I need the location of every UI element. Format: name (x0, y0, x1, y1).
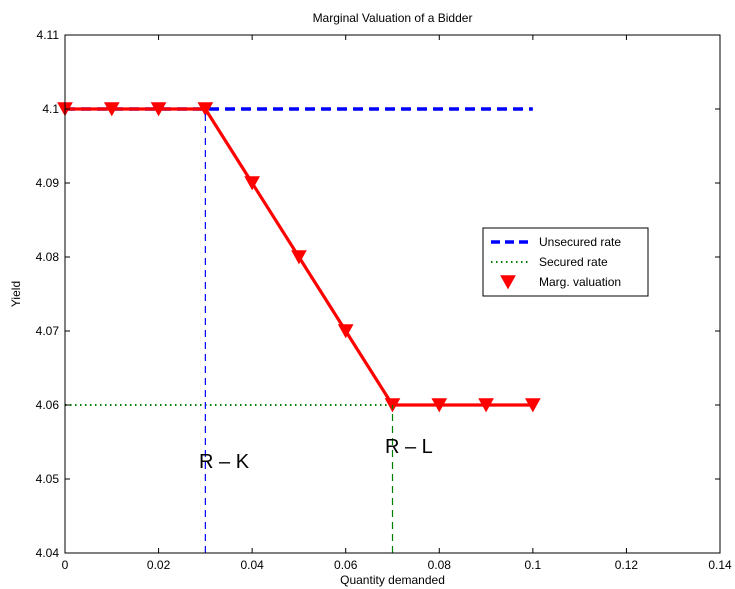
legend-label: Marg. valuation (539, 275, 621, 289)
x-tick-label: 0.06 (334, 558, 358, 572)
annotations: R – KR – L (199, 436, 433, 473)
axes-box (64, 34, 721, 554)
y-tick-label: 4.07 (36, 324, 60, 338)
data-point-marker (337, 324, 354, 339)
data-point-marker (478, 398, 494, 413)
y-tick-label: 4.08 (36, 250, 60, 264)
y-tick-label: 4.04 (36, 546, 60, 560)
data-point-marker (431, 398, 448, 413)
data-point-marker (150, 102, 167, 117)
data-point-marker (197, 102, 214, 117)
annotation-label: R – K (199, 451, 250, 473)
axis-ticks: 0 0.02 0.04 0.06 0.08 0.1 0.12 0.14 4.04 4.05 4.06… (36, 28, 732, 572)
y-axis-label: Yield (9, 281, 23, 307)
x-tick-label: 0.04 (240, 558, 264, 572)
legend: Unsecured rate Secured rate Marg. valuatio… (482, 227, 649, 297)
y-tick-label: 4.09 (36, 176, 60, 190)
y-tick-label: 4.1 (42, 102, 59, 116)
x-axis-label: Quantity demanded (340, 573, 445, 587)
y-tick-label: 4.05 (36, 472, 60, 486)
data-point-marker (244, 176, 260, 191)
y-tick-label: 4.11 (37, 28, 60, 42)
legend-label: Secured rate (539, 255, 608, 269)
data-point-marker (291, 250, 307, 265)
x-tick-label: 0.02 (147, 558, 171, 572)
chart-title: Marginal Valuation of a Bidder (313, 11, 473, 25)
legend-label: Unsecured rate (539, 235, 621, 249)
annotation-label: R – L (385, 436, 433, 458)
reference-lines (204, 109, 394, 553)
x-tick-label: 0 (62, 558, 69, 572)
x-tick-label: 0.08 (428, 558, 452, 572)
data-point-marker (103, 102, 120, 117)
x-tick-label: 0.12 (615, 558, 639, 572)
legend-marker (500, 275, 516, 290)
y-tick-label: 4.06 (36, 398, 60, 412)
x-tick-label: 0.14 (708, 558, 732, 572)
x-tick-label: 0.1 (525, 558, 542, 572)
data-point-marker (525, 398, 541, 413)
